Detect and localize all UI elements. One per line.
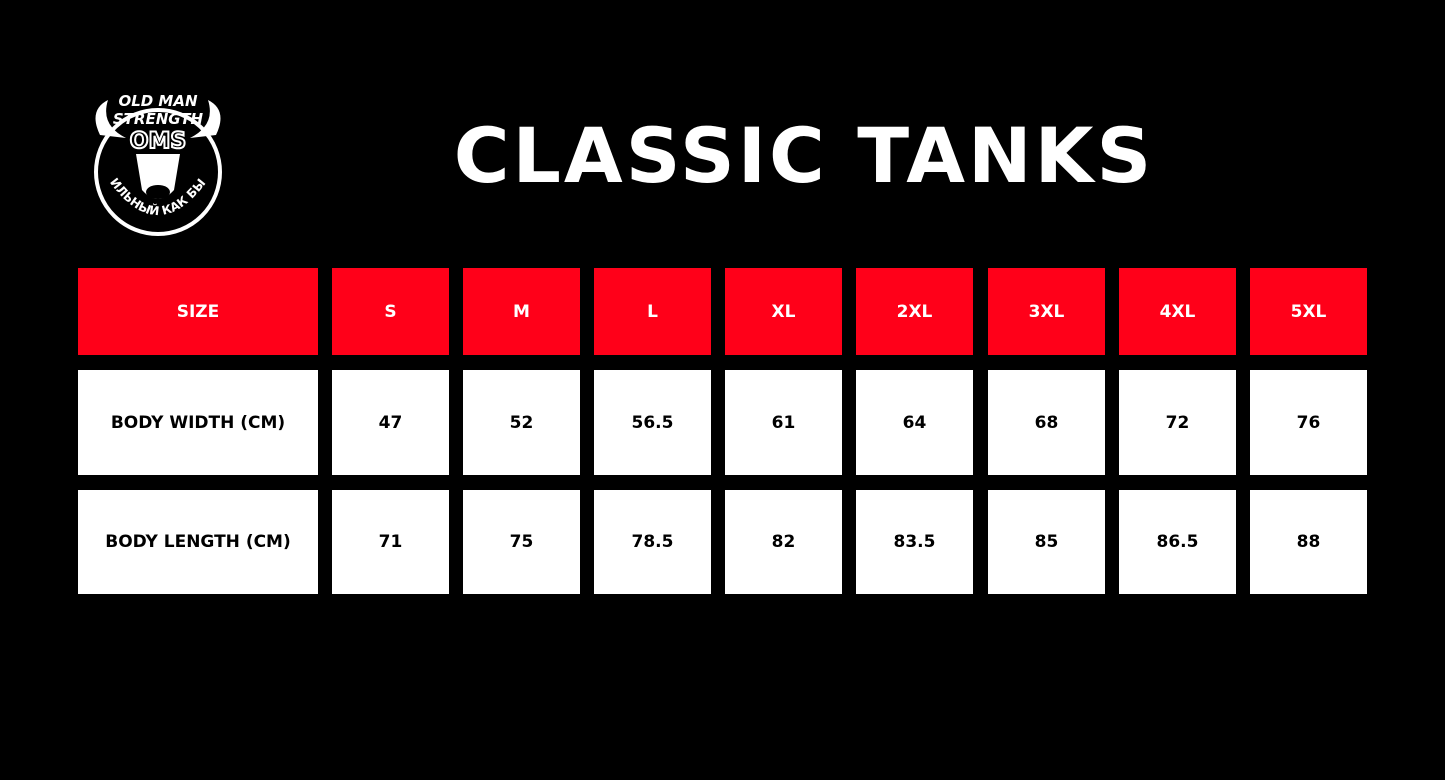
value-cell: 75 — [463, 490, 580, 594]
value-cell: 52 — [463, 370, 580, 475]
old-man-strength-logo: OLD MAN STRENGTH OMS СИЛЬНЫЙ КАК БЫК — [73, 69, 238, 240]
value-cell: 71 — [332, 490, 449, 594]
header-cell: XL — [725, 268, 842, 355]
page-title: CLASSIC TANKS — [453, 111, 1155, 200]
svg-text:OMS: OMS — [130, 129, 186, 154]
value-cell: 47 — [332, 370, 449, 475]
row-label-cell: BODY LENGTH (CM) — [78, 490, 318, 594]
value-cell: 88 — [1250, 490, 1367, 594]
header-cell: 4XL — [1119, 268, 1236, 355]
header-cell: 2XL — [856, 268, 973, 355]
value-cell: 61 — [725, 370, 842, 475]
svg-text:STRENGTH: STRENGTH — [113, 110, 204, 128]
header-cell: 5XL — [1250, 268, 1367, 355]
value-cell: 83.5 — [856, 490, 973, 594]
header-cell: L — [594, 268, 711, 355]
header-cell: S — [332, 268, 449, 355]
value-cell: 72 — [1119, 370, 1236, 475]
value-cell: 78.5 — [594, 490, 711, 594]
header-cell: SIZE — [78, 268, 318, 355]
header-cell: M — [463, 268, 580, 355]
value-cell: 86.5 — [1119, 490, 1236, 594]
value-cell: 56.5 — [594, 370, 711, 475]
svg-text:OLD MAN: OLD MAN — [118, 92, 198, 110]
header-cell: 3XL — [988, 268, 1105, 355]
value-cell: 85 — [988, 490, 1105, 594]
value-cell: 82 — [725, 490, 842, 594]
value-cell: 76 — [1250, 370, 1367, 475]
value-cell: 64 — [856, 370, 973, 475]
value-cell: 68 — [988, 370, 1105, 475]
row-label-cell: BODY WIDTH (CM) — [78, 370, 318, 475]
